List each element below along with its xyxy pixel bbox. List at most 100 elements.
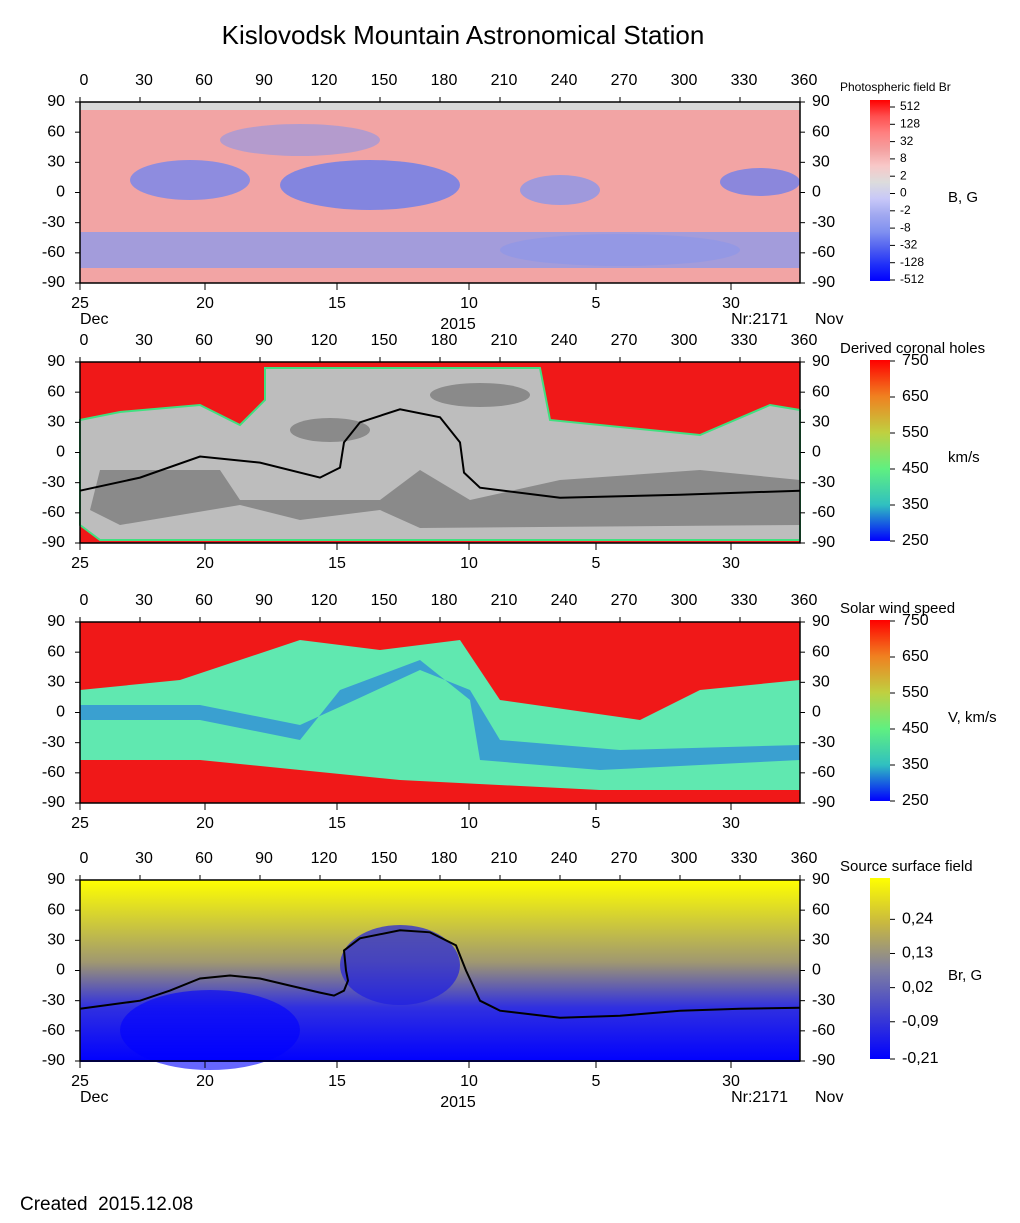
neutral-line (79, 408, 801, 499)
date-tick-label: 30 (722, 815, 740, 832)
date-tick-label: 5 (592, 295, 601, 312)
y-tick-label: 30 (47, 414, 65, 431)
month-label: Dec (80, 311, 108, 328)
x-tick-label: 330 (731, 850, 758, 867)
y-tick-label: -30 (42, 992, 65, 1009)
y2-tick-label: 90 (812, 871, 830, 888)
colorbar-tick-label: 650 (902, 388, 929, 405)
map-background (79, 362, 801, 543)
date-tick-label: 30 (722, 555, 740, 572)
x-tick-label: 240 (551, 72, 578, 89)
colorbar-label: Br, G (948, 967, 982, 984)
x-tick-label: 360 (791, 850, 818, 867)
date-tick-label: 5 (592, 815, 601, 832)
colorbar-title: Photospheric field Br (840, 80, 951, 94)
date-tick-label: 15 (328, 815, 346, 832)
x-tick-label: 90 (255, 592, 273, 609)
colorbar-tick-label: 350 (902, 496, 929, 513)
x-tick-label: 270 (611, 72, 638, 89)
date-tick-label: 15 (328, 295, 346, 312)
page-title: Kislovodsk Mountain Astronomical Station (222, 20, 705, 50)
colorbar-tick-label: 550 (902, 684, 929, 701)
date-tick-label: 25 (71, 815, 89, 832)
colorbar (870, 100, 890, 281)
month-label: Nov (815, 311, 843, 328)
x-tick-label: 60 (195, 592, 213, 609)
y-tick-label: 30 (47, 674, 65, 691)
date-tick-label: 25 (71, 1073, 89, 1090)
y-tick-label: -90 (42, 534, 65, 551)
y-tick-label: 0 (56, 444, 65, 461)
y2-tick-label: -60 (812, 244, 835, 261)
colorbar-tick-label: 512 (900, 99, 920, 113)
x-tick-label: 300 (671, 592, 698, 609)
y-tick-label: -90 (42, 794, 65, 811)
x-tick-label: 240 (551, 850, 578, 867)
y-tick-label: -90 (42, 1052, 65, 1069)
month-label: Dec (80, 1089, 108, 1106)
y-tick-label: 30 (47, 154, 65, 171)
date-tick-label: 30 (722, 1073, 740, 1090)
x-tick-label: 60 (195, 850, 213, 867)
y2-tick-label: 90 (812, 613, 830, 630)
y2-tick-label: -90 (812, 1052, 835, 1069)
x-tick-label: 180 (431, 850, 458, 867)
map-background (80, 622, 800, 803)
x-tick-label: 300 (671, 332, 698, 349)
colorbar-tick-label: -128 (900, 255, 924, 269)
x-tick-label: 120 (311, 72, 338, 89)
x-tick-label: 0 (80, 332, 89, 349)
y-tick-label: -60 (42, 504, 65, 521)
x-tick-label: 90 (255, 332, 273, 349)
x-tick-label: 120 (311, 592, 338, 609)
y-tick-label: 60 (47, 901, 65, 918)
date-tick-label: 25 (71, 555, 89, 572)
x-tick-label: 330 (731, 72, 758, 89)
colorbar-tick-label: 0,24 (902, 911, 933, 928)
colorbar-title: Source surface field (840, 858, 973, 875)
y2-tick-label: 0 (812, 962, 821, 979)
colorbar-tick-label: 128 (900, 116, 920, 130)
x-tick-label: 150 (371, 72, 398, 89)
colorbar-tick-label: 0,13 (902, 945, 933, 962)
y2-tick-label: 0 (812, 444, 821, 461)
x-tick-label: 210 (491, 72, 518, 89)
y2-tick-label: -30 (812, 474, 835, 491)
x-tick-label: 30 (135, 592, 153, 609)
date-tick-label: 10 (460, 295, 478, 312)
colorbar-tick-label: -512 (900, 272, 924, 286)
x-tick-label: 360 (791, 592, 818, 609)
x-tick-label: 0 (80, 850, 89, 867)
x-tick-label: 270 (611, 850, 638, 867)
colorbar-tick-label: 2 (900, 168, 907, 182)
y-tick-label: 60 (47, 383, 65, 400)
map-background (80, 102, 800, 283)
y2-tick-label: 30 (812, 932, 830, 949)
date-tick-label: 20 (196, 1073, 214, 1090)
colorbar-tick-label: -0,09 (902, 1013, 939, 1030)
y2-tick-label: -90 (812, 534, 835, 551)
date-tick-label: 20 (196, 555, 214, 572)
colorbar-tick-label: -32 (900, 238, 918, 252)
colorbar (870, 878, 890, 1059)
x-tick-label: 0 (80, 592, 89, 609)
date-tick-label: 30 (722, 295, 740, 312)
colorbar-tick-label: 250 (902, 792, 929, 809)
colorbar-label: km/s (948, 449, 980, 466)
y-tick-label: -30 (42, 214, 65, 231)
colorbar-tick-label: 450 (902, 460, 929, 477)
rotation-label: Nr:2171 (731, 1089, 788, 1106)
y2-tick-label: -60 (812, 764, 835, 781)
y-tick-label: -30 (42, 474, 65, 491)
y-tick-label: 0 (56, 184, 65, 201)
date-tick-label: 25 (71, 295, 89, 312)
y-tick-label: 60 (47, 123, 65, 140)
y-tick-label: -60 (42, 244, 65, 261)
date-tick-label: 20 (196, 815, 214, 832)
x-tick-label: 90 (255, 850, 273, 867)
date-tick-label: 5 (592, 1073, 601, 1090)
y-tick-label: 0 (56, 962, 65, 979)
colorbar-tick-label: 32 (900, 134, 914, 148)
date-tick-label: 10 (460, 1073, 478, 1090)
